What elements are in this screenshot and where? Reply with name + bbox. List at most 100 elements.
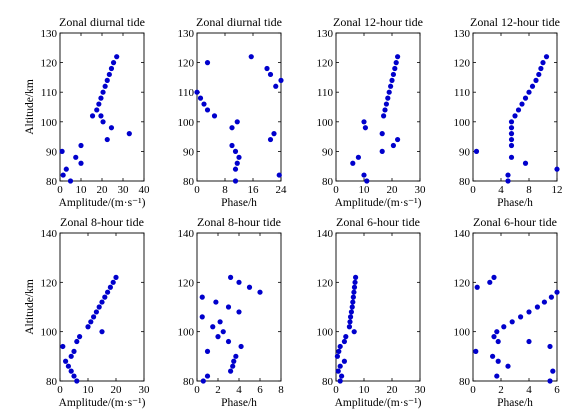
data-point xyxy=(59,148,65,154)
data-point xyxy=(91,314,97,320)
data-point xyxy=(395,54,401,60)
data-point xyxy=(393,60,399,66)
chart-panel-1: Zonal diurnal tide 0 10 20 30 40 80 90 100 110 120… xyxy=(24,15,150,209)
data-point xyxy=(200,378,206,384)
y-tick-label: 100 xyxy=(317,117,334,129)
data-point xyxy=(548,294,555,300)
data-point xyxy=(229,125,235,131)
data-point xyxy=(392,65,398,72)
data-point xyxy=(234,160,240,166)
data-point xyxy=(199,294,205,300)
data-point xyxy=(355,154,361,160)
y-tick-label: 110 xyxy=(178,87,195,99)
plot-frame xyxy=(335,32,421,182)
chart-panel-5: Zonal 8-hour tide 0 10 20 30 80 100 120 140 Ampli… xyxy=(24,215,150,409)
data-point xyxy=(271,131,277,137)
data-point xyxy=(210,324,216,330)
x-tick-label: 10 xyxy=(83,384,95,396)
data-point xyxy=(246,284,253,290)
y-tick-label: 130 xyxy=(317,28,334,40)
data-point xyxy=(278,77,284,83)
data-point xyxy=(395,136,401,143)
plot-frame xyxy=(472,232,558,382)
y-tick-label: 130 xyxy=(41,28,58,40)
data-point xyxy=(102,294,108,300)
data-point xyxy=(518,314,524,320)
data-point xyxy=(63,358,69,364)
data-point xyxy=(114,54,120,60)
data-point xyxy=(231,358,237,364)
panel-title: Zonal diurnal tide xyxy=(196,15,282,29)
data-point xyxy=(204,107,211,113)
y-tick-label: 100 xyxy=(454,117,471,129)
data-point xyxy=(487,279,493,285)
data-point xyxy=(349,304,355,310)
data-point xyxy=(89,113,96,119)
data-point xyxy=(236,154,242,160)
data-point xyxy=(228,274,234,280)
data-point xyxy=(494,329,500,335)
data-point xyxy=(473,348,479,354)
data-point xyxy=(522,160,529,166)
y-tick-label: 120 xyxy=(178,277,195,289)
panel-title: Zonal 12-hour tide xyxy=(470,15,560,29)
data-point xyxy=(213,299,219,305)
data-point xyxy=(230,363,236,369)
data-point xyxy=(339,373,345,379)
data-point xyxy=(110,60,117,66)
x-tick-label: 0 xyxy=(470,384,476,396)
data-point xyxy=(96,304,102,310)
x-tick-label: 4 xyxy=(498,184,504,196)
data-point xyxy=(113,274,119,280)
data-point xyxy=(276,172,282,178)
plot-frame xyxy=(196,232,282,382)
data-point xyxy=(71,348,77,354)
data-point xyxy=(554,289,560,295)
data-point xyxy=(361,119,367,125)
data-point xyxy=(505,172,511,178)
data-point xyxy=(540,60,546,66)
y-tick-label: 100 xyxy=(317,327,334,339)
data-point xyxy=(541,299,548,305)
y-tick-label: 110 xyxy=(317,87,334,99)
y-axis-label: Altitude/km xyxy=(24,79,36,135)
y-tick-label: 80 xyxy=(183,376,195,388)
data-point xyxy=(99,329,105,335)
data-point xyxy=(267,71,274,78)
data-point xyxy=(194,89,200,95)
x-tick-label: 24 xyxy=(276,184,288,196)
data-point xyxy=(509,319,515,325)
plot-frame xyxy=(335,232,421,382)
data-point xyxy=(108,65,115,72)
x-axis-label: Amplitude/(m·s⁻¹) xyxy=(335,397,422,409)
data-point xyxy=(341,338,347,345)
data-point xyxy=(526,89,532,95)
plot-frame xyxy=(59,32,145,182)
y-tick-label: 120 xyxy=(454,277,471,289)
data-point xyxy=(388,83,394,89)
data-point xyxy=(199,314,205,320)
data-point xyxy=(543,54,550,60)
x-tick-label: 2 xyxy=(498,384,504,396)
data-point xyxy=(232,178,239,184)
data-point xyxy=(99,299,105,305)
data-point xyxy=(351,289,357,295)
y-tick-label: 120 xyxy=(317,58,334,70)
panel-title: Zonal 8-hour tide xyxy=(60,215,144,229)
y-tick-label: 120 xyxy=(454,58,471,70)
data-point xyxy=(257,289,263,295)
data-point xyxy=(85,324,91,330)
y-tick-label: 100 xyxy=(454,327,471,339)
data-point xyxy=(538,65,544,72)
x-tick-label: 40 xyxy=(139,184,151,196)
data-point xyxy=(204,373,211,379)
x-tick-label: 20 xyxy=(387,184,399,196)
data-point xyxy=(508,142,515,149)
data-point xyxy=(337,363,343,369)
data-point xyxy=(211,113,218,119)
y-tick-label: 80 xyxy=(46,176,58,188)
data-point xyxy=(529,83,536,89)
x-tick-label: 0 xyxy=(57,184,63,196)
x-tick-label: 10 xyxy=(359,184,371,196)
